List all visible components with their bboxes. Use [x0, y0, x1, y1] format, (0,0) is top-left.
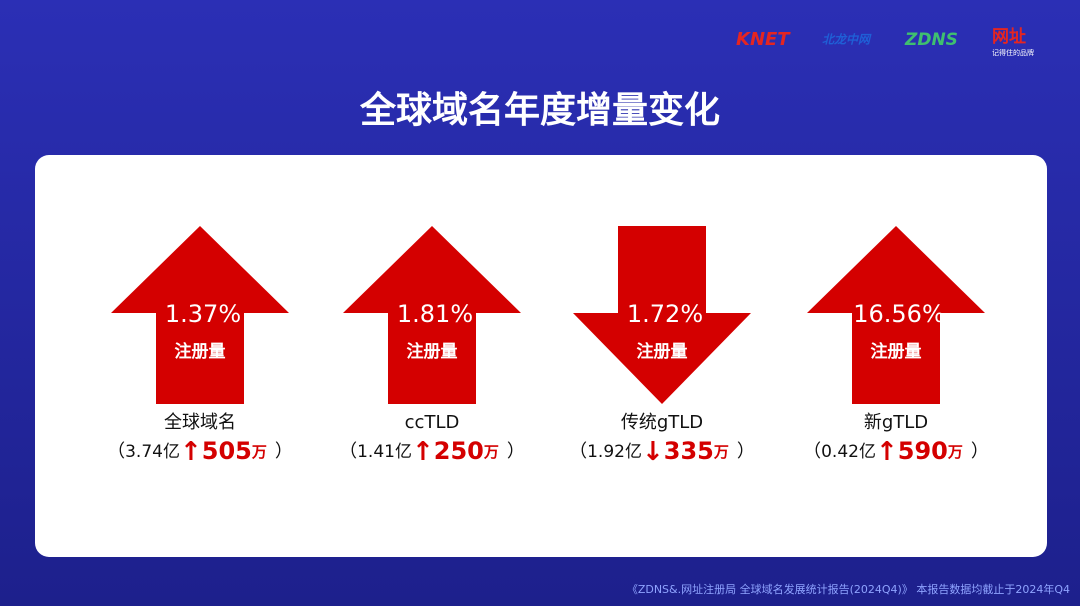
item-name: 全球域名 — [164, 412, 236, 433]
bracket-close: ） — [275, 441, 293, 462]
total: 1.41亿 — [357, 442, 412, 462]
item-name: ccTLD — [405, 412, 460, 433]
content-card — [35, 155, 1047, 557]
percent: 1.37% — [165, 300, 241, 328]
arrow-shape — [343, 226, 521, 404]
change: 335 — [664, 437, 714, 465]
metric-label: 注册量 — [175, 341, 226, 362]
bracket-close: ） — [737, 441, 755, 462]
unit: 万 — [947, 443, 963, 461]
bracket-close: ） — [507, 441, 525, 462]
total: 0.42亿 — [821, 442, 876, 462]
arrow-shape — [573, 226, 751, 404]
title: 全球域名年度增量变化 — [359, 89, 720, 131]
footer-note: 《ZDNS&.网址注册局 全球域名发展统计报告(2024Q4)》 本报告数据均截… — [627, 582, 1070, 596]
knet-logo: KNET — [736, 29, 791, 50]
knet-cn: 北龙中网 — [822, 33, 872, 47]
unit: 万 — [713, 443, 729, 461]
change-arrow: ↓ — [642, 437, 664, 467]
change: 505 — [202, 437, 252, 465]
bracket-open: （ — [569, 441, 587, 462]
arrow-shape — [807, 226, 985, 404]
detail: （3.74亿↑505万 ） — [107, 437, 293, 467]
bracket-close: ） — [971, 441, 989, 462]
percent: 16.56% — [853, 300, 945, 328]
detail: （0.42亿↑590万 ） — [803, 437, 989, 467]
bracket-open: （ — [803, 441, 821, 462]
wangzhi-logo: 网址 — [992, 27, 1026, 47]
unit: 万 — [483, 443, 499, 461]
bracket-open: （ — [107, 441, 125, 462]
total: 1.92亿 — [587, 442, 642, 462]
change-arrow: ↑ — [412, 437, 434, 467]
bracket-open: （ — [339, 441, 357, 462]
change-arrow: ↑ — [876, 437, 898, 467]
wangzhi-slogan: 记得住的品牌 — [992, 48, 1034, 57]
detail: （1.92亿↓335万 ） — [569, 437, 755, 467]
unit: 万 — [251, 443, 267, 461]
arrow-shape — [111, 226, 289, 404]
metric-label: 注册量 — [637, 341, 688, 362]
percent: 1.72% — [627, 300, 703, 328]
metric-label: 注册量 — [871, 341, 922, 362]
total: 3.74亿 — [125, 442, 180, 462]
detail: （1.41亿↑250万 ） — [339, 437, 525, 467]
change-arrow: ↑ — [180, 437, 202, 467]
metric-label: 注册量 — [407, 341, 458, 362]
change: 250 — [434, 437, 484, 465]
item-name: 传统gTLD — [621, 412, 703, 433]
change: 590 — [898, 437, 948, 465]
item-name: 新gTLD — [864, 412, 928, 433]
percent: 1.81% — [397, 300, 473, 328]
zdns-logo: ZDNS — [904, 30, 958, 50]
